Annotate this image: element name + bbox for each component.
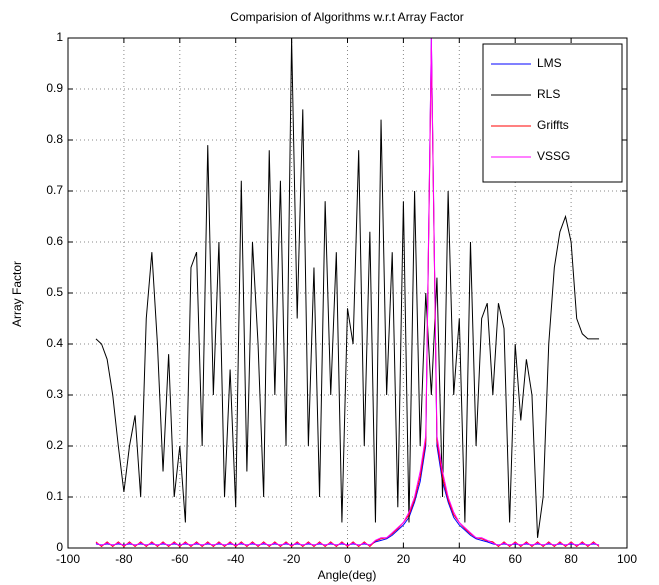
legend-label: RLS bbox=[537, 87, 560, 101]
x-tick-label: -80 bbox=[115, 552, 133, 566]
x-tick-label: 40 bbox=[453, 552, 467, 566]
x-tick-label: -100 bbox=[56, 552, 80, 566]
x-tick-label: -20 bbox=[283, 552, 301, 566]
y-tick-label: 0.4 bbox=[46, 336, 63, 350]
y-tick-label: 0.6 bbox=[46, 234, 63, 248]
y-tick-label: 0.3 bbox=[46, 387, 63, 401]
y-tick-label: 0.2 bbox=[46, 438, 63, 452]
series-line bbox=[95, 37, 600, 547]
y-axis-label: Array Factor bbox=[10, 261, 24, 327]
x-tick-label: 20 bbox=[397, 552, 411, 566]
y-tick-label: 0.8 bbox=[46, 132, 63, 146]
x-tick-label: -40 bbox=[227, 552, 245, 566]
legend-label: LMS bbox=[537, 56, 562, 70]
legend-label: Griffts bbox=[537, 118, 569, 132]
y-tick-label: 0.1 bbox=[46, 489, 63, 503]
plot-frame bbox=[67, 37, 628, 549]
chart-title: Comparision of Algorithms w.r.t Array Fa… bbox=[230, 10, 463, 24]
x-axis-label: Angle(deg) bbox=[318, 568, 377, 582]
x-tick-label: 80 bbox=[564, 552, 578, 566]
x-tick-label: -60 bbox=[171, 552, 189, 566]
x-tick-label: 60 bbox=[509, 552, 523, 566]
y-tick-label: 0.5 bbox=[46, 285, 63, 299]
y-tick-label: 0 bbox=[56, 540, 63, 554]
x-tick-label: 0 bbox=[344, 552, 351, 566]
legend-label: VSSG bbox=[537, 149, 570, 163]
x-tick-label: 100 bbox=[617, 552, 637, 566]
y-tick-label: 0.7 bbox=[46, 183, 63, 197]
series-line bbox=[95, 37, 600, 538]
series-line bbox=[95, 48, 600, 548]
y-tick-label: 0.9 bbox=[46, 81, 63, 95]
legend bbox=[482, 43, 623, 183]
y-tick-label: 1 bbox=[56, 30, 63, 44]
